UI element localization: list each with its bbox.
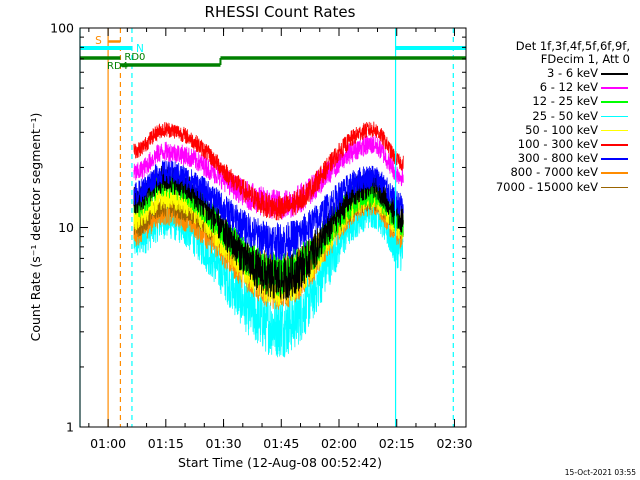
legend-header-line: FDecim 1, Att 0	[540, 52, 630, 66]
x-tick-label: 02:30	[436, 436, 472, 451]
decimation-label-rd4: RD4	[107, 61, 128, 72]
legend-swatch	[601, 87, 628, 89]
decimation-label-rd0: RD0	[124, 52, 145, 63]
legend-item: 800 - 7000 keV	[470, 165, 630, 179]
legend-label: 25 - 50 keV	[532, 108, 598, 123]
legend-swatch	[601, 101, 628, 103]
x-tick-label: 02:00	[321, 436, 357, 451]
legend-item: 50 - 100 keV	[470, 123, 630, 137]
x-tick-label: 01:30	[206, 436, 242, 451]
legend-header: Det 1f,3f,4f,5f,6f,9f, FDecim 1, Att 0	[500, 40, 630, 66]
series-layer	[133, 121, 404, 358]
legend-swatch	[601, 172, 628, 174]
legend-item: 7000 - 15000 keV	[470, 180, 630, 194]
legend-swatch	[601, 158, 628, 160]
x-tick-label: 01:45	[263, 436, 299, 451]
series-line	[133, 160, 404, 261]
legend-label: 3 - 6 keV	[547, 66, 598, 80]
chart-title: RHESSI Count Rates	[205, 3, 356, 21]
night-label: N	[136, 43, 144, 55]
y-tick-label: 100	[50, 21, 74, 36]
legend-item: 3 - 6 keV	[470, 66, 630, 80]
legend-swatch	[601, 143, 628, 146]
legend-label: 800 - 7000 keV	[510, 165, 598, 180]
legend-swatch	[601, 129, 628, 132]
saa-label: S	[95, 35, 102, 47]
legend-label: 6 - 12 keV	[539, 80, 598, 95]
x-tick-label: 01:15	[148, 436, 184, 451]
legend-label: 300 - 800 keV	[517, 151, 598, 166]
legend-swatch	[601, 115, 628, 118]
x-axis-label: Start Time (12-Aug-08 00:52:42)	[178, 455, 382, 470]
legend-item: 100 - 300 keV	[470, 137, 630, 151]
axis-layer: 01:00 01:15 01:30 01:45 02:00 02:15 02:30 1 10 10…	[50, 21, 472, 452]
legend-item: 6 - 12 keV	[470, 80, 630, 94]
legend-header-line: Det 1f,3f,4f,5f,6f,9f,	[515, 39, 630, 53]
legend-item: 12 - 25 keV	[470, 94, 630, 108]
legend-label: 7000 - 15000 keV	[495, 179, 598, 194]
y-axis-label: Count Rate (s⁻¹ detector segment⁻¹)	[28, 113, 43, 342]
legend-label: 50 - 100 keV	[525, 122, 598, 137]
y-tick-label: 1	[66, 420, 74, 435]
series-line	[133, 121, 404, 221]
x-tick-label: 02:15	[379, 436, 415, 451]
legend-label: 100 - 300 keV	[517, 136, 598, 151]
legend-item: 300 - 800 keV	[470, 151, 630, 165]
y-tick-label: 10	[58, 220, 74, 235]
x-tick-label: 01:00	[90, 436, 126, 451]
legend-swatch	[601, 186, 628, 189]
legend-label: 12 - 25 keV	[532, 94, 598, 109]
legend: 3 - 6 keV 6 - 12 keV 12 - 25 keV 25 - 50 ke…	[470, 66, 630, 194]
footer-timestamp: 15-Oct-2021 03:55	[564, 468, 636, 477]
legend-swatch	[601, 73, 628, 75]
series-line	[133, 135, 404, 221]
legend-item: 25 - 50 keV	[470, 109, 630, 123]
